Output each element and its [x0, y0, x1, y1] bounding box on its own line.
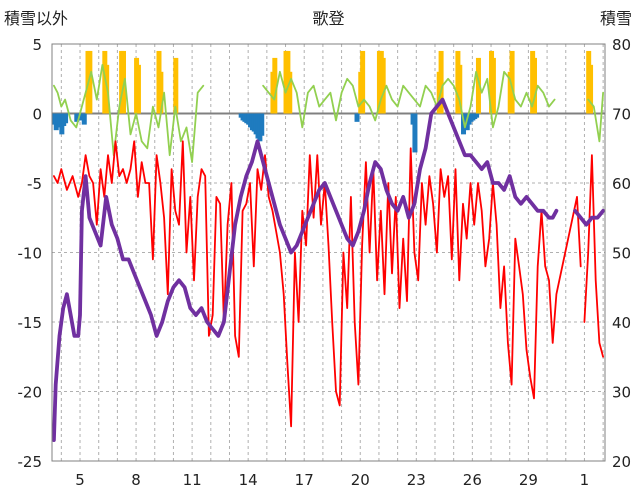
sunshine-bar	[457, 64, 463, 114]
x-tick-label: 11	[183, 471, 202, 489]
precipitation-bar	[63, 113, 69, 124]
wind-line	[53, 64, 604, 163]
sunshine-bar	[173, 57, 179, 114]
left-tick-label: -15	[18, 314, 43, 332]
sunshine-bar	[135, 64, 141, 114]
precipitation-bar	[354, 113, 360, 122]
right-tick-label: 60	[612, 175, 631, 193]
x-tick-label: 5	[75, 471, 85, 489]
sunshine-bar	[287, 71, 293, 114]
sunshine-bar	[360, 50, 366, 114]
sunshine-bar	[87, 50, 93, 114]
right-tick-label: 30	[612, 384, 631, 402]
sunshine-bar	[475, 57, 481, 114]
sunshine-bar	[588, 64, 594, 114]
x-tick-label: 20	[351, 471, 370, 489]
x-tick-label: 23	[407, 471, 426, 489]
snow-depth-line	[52, 97, 605, 442]
x-tick-label: 29	[519, 471, 538, 489]
right-axis-label: 積雪	[600, 9, 632, 28]
left-tick-label: -5	[27, 175, 42, 193]
precipitation-bar	[78, 113, 84, 121]
x-tick-label: 17	[295, 471, 314, 489]
precipitation-bar	[74, 113, 80, 122]
sunshine-bar	[509, 50, 515, 114]
right-tick-label: 70	[612, 106, 631, 124]
right-tick-label: 50	[612, 245, 631, 263]
x-tick-label: 26	[463, 471, 482, 489]
left-tick-label: -20	[18, 384, 43, 402]
left-tick-label: 5	[32, 36, 42, 54]
precipitation-bar	[474, 113, 480, 118]
sunshine-bar	[380, 57, 386, 114]
x-tick-label: 1	[580, 471, 590, 489]
sunshine-bar	[438, 50, 444, 114]
precipitation-bar	[259, 113, 265, 136]
left-tick-label: -10	[18, 245, 43, 263]
right-tick-label: 80	[612, 36, 631, 54]
right-tick-label: 20	[612, 453, 631, 471]
precipitation-bar	[81, 113, 87, 125]
chart-title: 歌登	[312, 9, 344, 28]
right-tick-label: 40	[612, 314, 631, 332]
temperature-line	[53, 140, 604, 428]
plot-frame	[51, 43, 606, 462]
sunshine-bar	[490, 57, 496, 114]
sunshine-bar	[532, 57, 538, 114]
left-axis-label: 積雪以外	[4, 9, 68, 28]
line-series	[52, 64, 605, 442]
precipitation-bar	[412, 113, 418, 153]
sunshine-bar	[158, 71, 164, 114]
left-tick-label: 0	[32, 106, 42, 124]
x-tick-label: 14	[239, 471, 258, 489]
sunshine-bar	[272, 57, 278, 114]
x-tick-label: 8	[131, 471, 141, 489]
left-tick-label: -25	[18, 453, 43, 471]
